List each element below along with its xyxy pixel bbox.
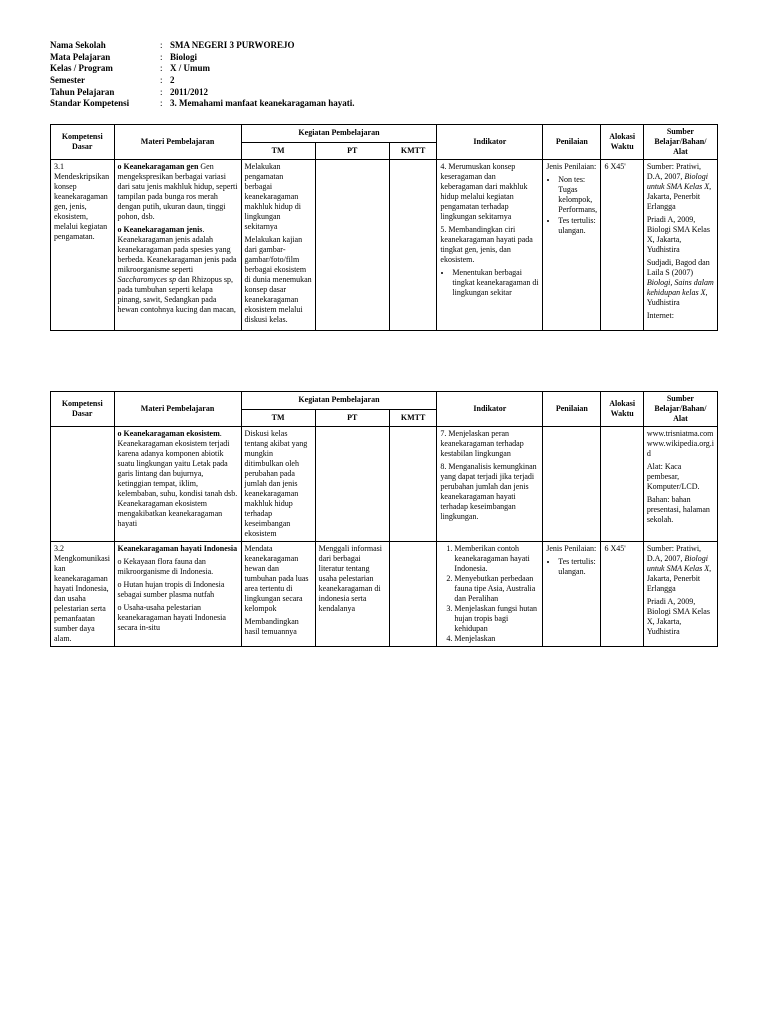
syllabus-table-1: Kompetensi Dasar Materi Pembelajaran Keg… <box>50 124 718 331</box>
cell-tm: Melakukan pengamatan berbagai keanekarag… <box>241 160 315 331</box>
table-row: 3.1 Mendeskripsikan konsep keanekaragama… <box>51 160 718 331</box>
col-kmtt: KMTT <box>389 142 437 160</box>
col-waktu: Alokasi Waktu <box>601 125 643 160</box>
cell-indikator: Memberikan contoh keanekaragaman hayati … <box>437 542 543 647</box>
col-indikator: Indikator <box>437 125 543 160</box>
cell-sumber: Sumber: Pratiwi, D.A, 2007, Biologi untu… <box>643 542 717 647</box>
cell-kmtt <box>389 160 437 331</box>
cell-kmtt <box>389 542 437 647</box>
cell-penilaian <box>543 427 601 542</box>
cell-tm: Mendata keanekaragaman hewan dan tumbuha… <box>241 542 315 647</box>
cell-tm: Diskusi kelas tentang akibat yang mungki… <box>241 427 315 542</box>
doc-header: Nama Sekolah:SMA NEGERI 3 PURWOREJO Mata… <box>50 40 718 110</box>
cell-pt <box>315 160 389 331</box>
cell-kd: 3.2 Mengkomunikasikan keanekaragaman hay… <box>51 542 115 647</box>
cell-penilaian: Jenis Penilaian: Non tes: Tugas kelompok… <box>543 160 601 331</box>
col-pt: PT <box>315 142 389 160</box>
col-kd: Kompetensi Dasar <box>51 125 115 160</box>
syllabus-table-2: Kompetensi Dasar Materi Pembelajaran Keg… <box>50 391 718 647</box>
cell-indikator: 4. Merumuskan konsep keseragaman dan keb… <box>437 160 543 331</box>
cell-penilaian: Jenis Penilaian: Tes tertulis: ulangan. <box>543 542 601 647</box>
cell-materi: o Keanekaragaman gen Gen mengekspresikan… <box>114 160 241 331</box>
col-tm: TM <box>241 142 315 160</box>
cell-materi: o Keanekaragaman ekosistem. Keanekaragam… <box>114 427 241 542</box>
col-sumber: Sumber Belajar/Bahan/ Alat <box>643 125 717 160</box>
cell-indikator: 7. Menjelaskan peran keanekaragaman terh… <box>437 427 543 542</box>
cell-sumber: www.trisniatma.com www.wikipedia.org.id … <box>643 427 717 542</box>
cell-sumber: Sumber: Pratiwi, D.A, 2007, Biologi untu… <box>643 160 717 331</box>
cell-waktu: 6 X45' <box>601 542 643 647</box>
col-penilaian: Penilaian <box>543 125 601 160</box>
col-materi: Materi Pembelajaran <box>114 125 241 160</box>
table-row: 3.2 Mengkomunikasikan keanekaragaman hay… <box>51 542 718 647</box>
cell-pt <box>315 427 389 542</box>
cell-waktu <box>601 427 643 542</box>
cell-waktu: 6 X45' <box>601 160 643 331</box>
cell-kd: 3.1 Mendeskripsikan konsep keanekaragama… <box>51 160 115 331</box>
cell-materi: Keanekaragaman hayati Indonesia o Kekaya… <box>114 542 241 647</box>
cell-pt: Menggali informasi dari berbagai literat… <box>315 542 389 647</box>
col-kegiatan: Kegiatan Pembelajaran <box>241 125 437 143</box>
cell-kmtt <box>389 427 437 542</box>
table-row: o Keanekaragaman ekosistem. Keanekaragam… <box>51 427 718 542</box>
cell-kd <box>51 427 115 542</box>
